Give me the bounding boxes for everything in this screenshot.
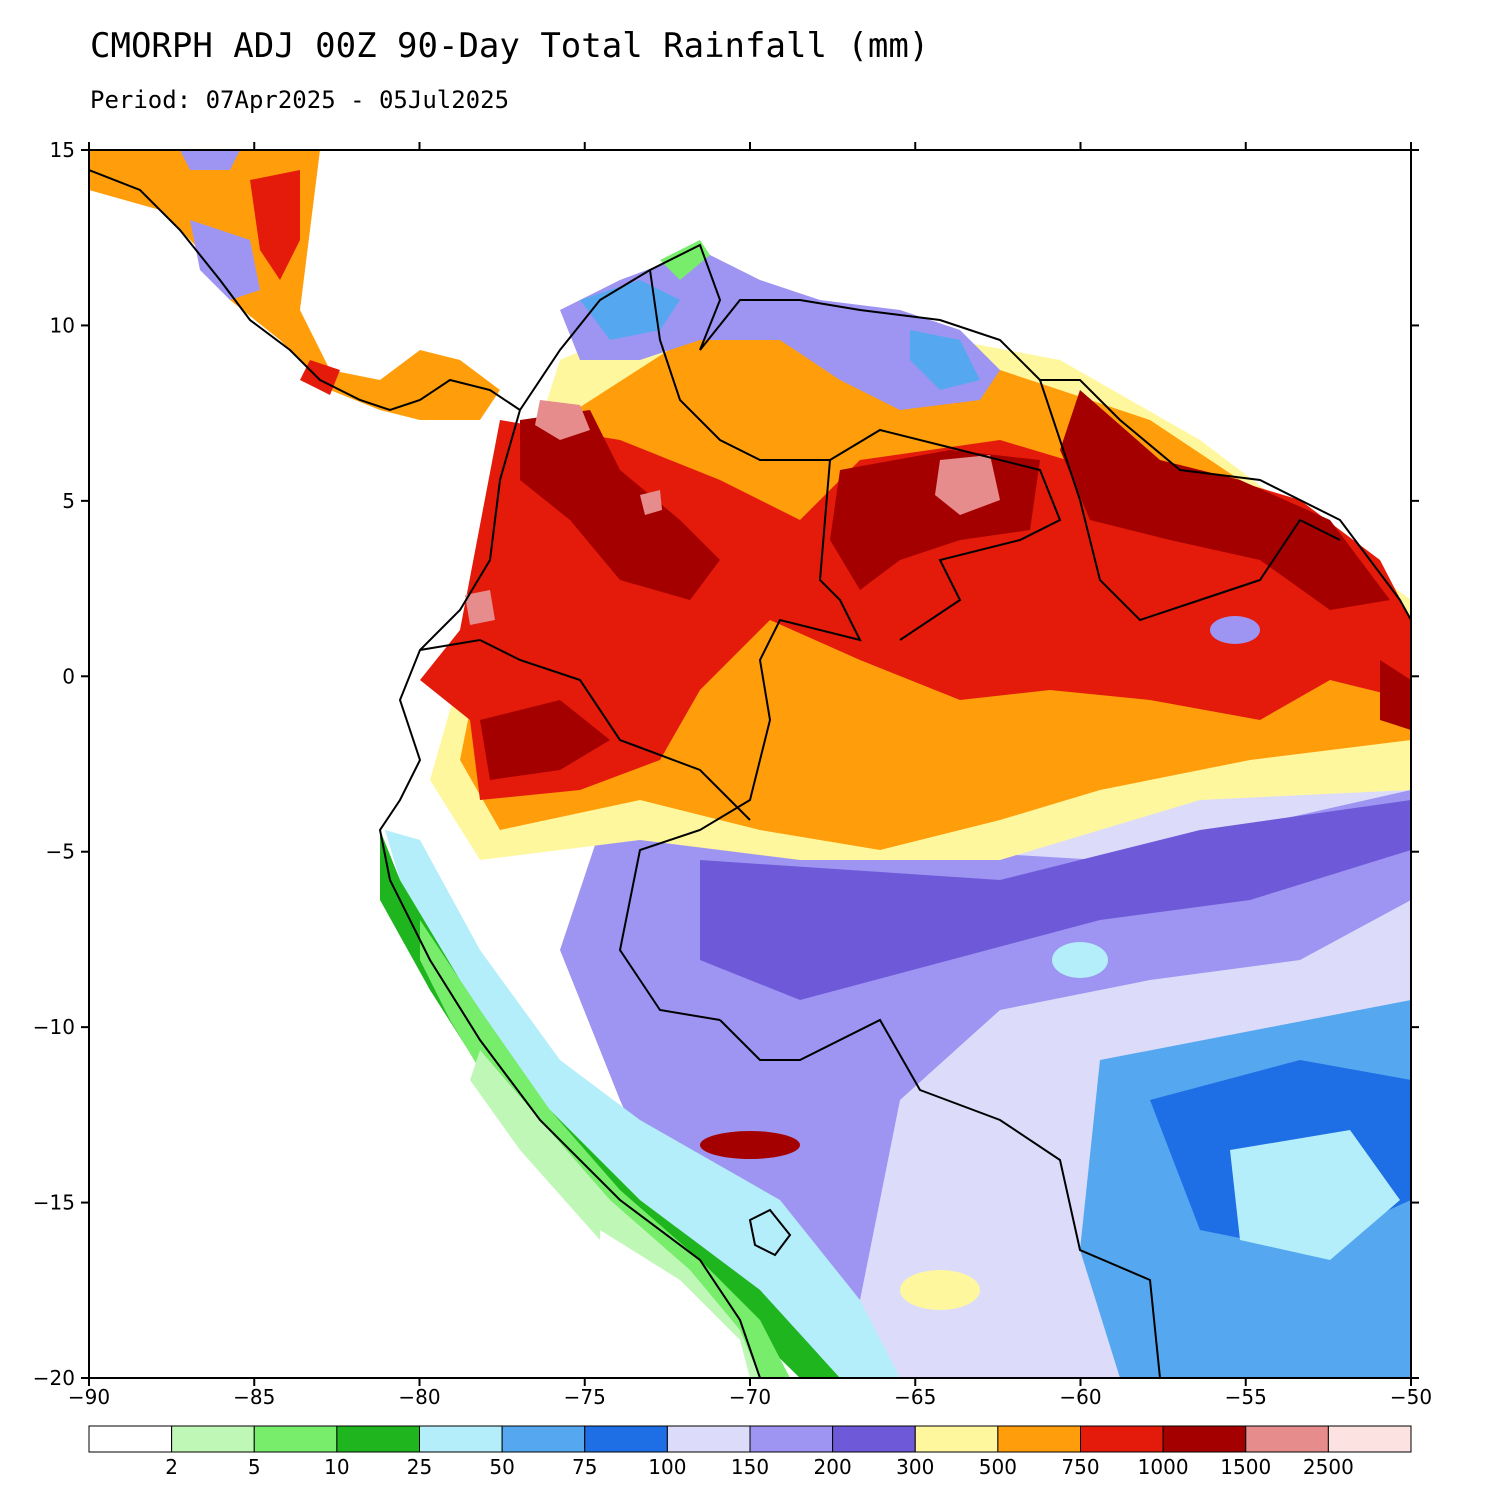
coastline-caribbean xyxy=(519,243,1411,621)
rain-region-25-50 xyxy=(385,830,900,1378)
rain-region-5-10 xyxy=(420,920,790,1378)
colorbar-swatch xyxy=(419,1425,503,1453)
colorbar-label: 2500 xyxy=(1303,1455,1354,1479)
colorbar-label: 10 xyxy=(324,1455,349,1479)
lon-tick-label: −75 xyxy=(564,1385,606,1409)
colorbar-label: 75 xyxy=(572,1455,597,1479)
colorbar-swatch xyxy=(749,1425,834,1453)
colorbar-label: 500 xyxy=(979,1455,1017,1479)
colorbar-label: 750 xyxy=(1061,1455,1099,1479)
rain-region-300-500-b xyxy=(700,800,1411,1000)
colorbar-swatch xyxy=(1080,1425,1164,1453)
colorbar-label: 25 xyxy=(407,1455,432,1479)
lon-tick-label: −70 xyxy=(729,1385,771,1409)
rain-cell-blue-1 xyxy=(1052,942,1108,978)
coastline-central-america xyxy=(89,169,521,412)
colorbar-label: 100 xyxy=(648,1455,686,1479)
border-guianas xyxy=(1039,379,1341,622)
colorbar-label: 50 xyxy=(489,1455,514,1479)
rain-region-caribbean-coast xyxy=(560,250,1000,410)
rain-region-50-75 xyxy=(1230,1130,1400,1260)
colorbar-swatch xyxy=(336,1425,420,1453)
colorbar-swatch xyxy=(1245,1425,1329,1453)
lon-tick-label: −50 xyxy=(1390,1385,1432,1409)
rain-region-central-america-purple xyxy=(180,150,260,300)
rain-region-0-2 xyxy=(600,1230,750,1378)
period-subtitle: Period: 07Apr2025 - 05Jul2025 xyxy=(90,86,510,114)
colorbar-swatch xyxy=(171,1425,255,1453)
colorbar-swatch xyxy=(666,1425,751,1453)
colorbar-label: 2 xyxy=(165,1455,178,1479)
colorbar-label: 5 xyxy=(248,1455,261,1479)
lat-tick-label: −5 xyxy=(46,840,75,864)
rain-cell-purple-1 xyxy=(1210,616,1260,644)
colorbar-swatch xyxy=(1327,1425,1412,1453)
rain-region-guajira-green xyxy=(660,240,710,280)
lon-tick-label: −60 xyxy=(1059,1385,1101,1409)
lon-tick-label: −90 xyxy=(68,1385,110,1409)
border-ecuador-peru xyxy=(419,638,751,821)
lat-tick-label: 5 xyxy=(62,489,75,513)
lat-tick-label: −20 xyxy=(33,1366,75,1390)
axis-ticks: −90 −85 −80 −75 −70 −65 −60 −55 −50−20−15−10−505… xyxy=(33,138,1432,1409)
colorbar-swatch xyxy=(584,1425,668,1453)
rain-region-central-america-red xyxy=(250,170,340,395)
lon-tick-label: −65 xyxy=(894,1385,936,1409)
lon-tick-label: −85 xyxy=(233,1385,275,1409)
rain-region-1500-2500-darkred xyxy=(480,390,1411,780)
border-colombia-venezuela xyxy=(618,269,862,1021)
colorbar-label: 200 xyxy=(814,1455,852,1479)
colorbar-label: 300 xyxy=(896,1455,934,1479)
colorbar-swatch xyxy=(253,1425,338,1453)
colorbar: 2 5 10 25 50 75 100 150 200 300 500 750 1000 1500 2500 xyxy=(88,1425,1412,1479)
border-venezuela-brazil xyxy=(829,428,1062,641)
lat-tick-label: 0 xyxy=(62,664,75,688)
map-title: CMORPH ADJ 00Z 90-Day Total Rainfall (mm… xyxy=(90,26,930,66)
rain-region-caribbean-blue xyxy=(580,280,980,390)
colorbar-label: 150 xyxy=(731,1455,769,1479)
rain-region-central-america xyxy=(89,150,500,420)
colorbar-swatch xyxy=(501,1425,586,1453)
rainfall-field xyxy=(89,150,1411,1378)
lake-titicaca xyxy=(748,1208,792,1257)
rain-cell-yellow-sw xyxy=(900,1270,980,1310)
colorbar-label: 1000 xyxy=(1138,1455,1189,1479)
colorbar-swatch xyxy=(997,1425,1081,1453)
border-peru-brazil xyxy=(719,1018,1161,1378)
colorbar-label: 1500 xyxy=(1220,1455,1271,1479)
lon-tick-label: −55 xyxy=(1225,1385,1267,1409)
lat-tick-label: −15 xyxy=(33,1191,75,1215)
colorbar-swatch xyxy=(914,1425,999,1453)
colorbar-swatch xyxy=(1162,1425,1247,1453)
lon-tick-label: −80 xyxy=(398,1385,440,1409)
lat-tick-label: 15 xyxy=(50,138,75,162)
lat-tick-label: −10 xyxy=(33,1015,75,1039)
lat-tick-label: 10 xyxy=(50,313,75,337)
rain-cell-red-peru xyxy=(700,1131,800,1159)
colorbar-swatch xyxy=(832,1425,916,1453)
coastlines xyxy=(89,169,1411,1378)
colorbar-swatch xyxy=(88,1425,173,1453)
coastline-pacific xyxy=(378,409,761,1378)
